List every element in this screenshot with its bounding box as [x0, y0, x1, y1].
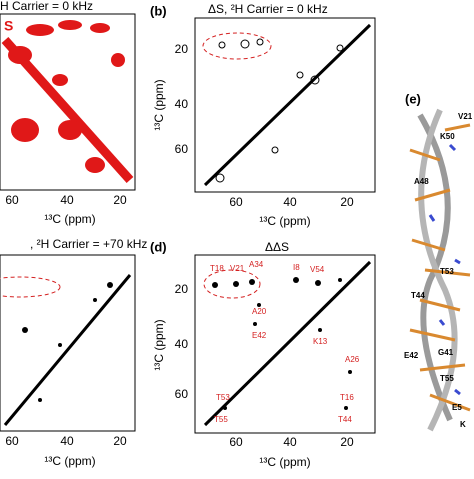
tag: S: [4, 18, 13, 34]
x-tick-label: 40: [60, 193, 74, 207]
annotation: A20: [252, 307, 267, 316]
structure: [409, 108, 471, 432]
diagonal: [3, 274, 132, 426]
x-tick-label: 40: [283, 435, 297, 449]
annotation: V21: [458, 112, 473, 121]
annotation: K: [460, 420, 466, 429]
y-label: ¹³C (ppm): [152, 319, 166, 370]
annotation: T16: [340, 393, 354, 402]
diagonal: [1, 37, 134, 183]
y-tick-label: 20: [175, 42, 189, 56]
x-tick-label: 40: [283, 195, 297, 209]
annotation: A48: [414, 177, 429, 186]
highlight: [202, 32, 272, 60]
frame: [194, 254, 376, 434]
panel-b: (b) ΔS, ²H Carrier = 0 kHz 20 40 60 ¹³C …: [150, 2, 376, 228]
x-label: ¹³C (ppm): [44, 454, 95, 468]
x-label: ¹³C (ppm): [259, 455, 310, 469]
annotation: T18: [210, 264, 224, 273]
annotation: V21: [230, 264, 245, 273]
panel-e: (e) V21 K50 A48 T44 T53 E42 G41 T55 E5 K: [404, 91, 473, 432]
panel-label: (b): [150, 3, 167, 18]
x-tick-label: 60: [229, 435, 243, 449]
y-label: ¹³C (ppm): [152, 79, 166, 130]
panel-title: , ²H Carrier = +70 kHz: [30, 237, 147, 251]
annotation: E42: [404, 351, 419, 360]
panel-label: (e): [405, 91, 421, 106]
panel-label: (d): [150, 239, 167, 254]
annotation: T44: [338, 415, 352, 424]
annotation: T53: [216, 393, 230, 402]
y-tick-label: 40: [175, 337, 189, 351]
frame: [0, 254, 136, 432]
panel-c: , ²H Carrier = +70 kHz 60 40 20 ¹³C (ppm…: [0, 237, 147, 468]
y-tick-label: 20: [175, 282, 189, 296]
diagonal: [203, 23, 372, 187]
x-label: ¹³C (ppm): [44, 212, 95, 226]
peaks: [22, 282, 113, 402]
panel-title: H Carrier = 0 kHz: [0, 0, 93, 13]
annotation: T53: [440, 267, 454, 276]
annotation: V54: [310, 265, 325, 274]
x-tick-label: 20: [340, 195, 354, 209]
annotation: K50: [440, 132, 455, 141]
annotation: E5: [452, 403, 462, 412]
x-tick-label: 20: [113, 193, 127, 207]
peaks: [212, 277, 352, 410]
annotation: T55: [214, 415, 228, 424]
panel-a: H Carrier = 0 kHz S 60 40 20 ¹³C (ppm): [0, 0, 136, 226]
annotation: T55: [440, 374, 454, 383]
x-label: ¹³C (ppm): [259, 214, 310, 228]
panel-d: (d) ΔΔS 20 40 60 ¹³C (ppm) T18 V21 A34 I…: [150, 239, 376, 469]
peaks: [8, 20, 125, 173]
x-tick-label: 20: [113, 434, 127, 448]
panel-title: ΔΔS: [265, 240, 289, 254]
frame: [0, 13, 136, 191]
annotation: A34: [249, 260, 264, 269]
x-tick-label: 20: [340, 435, 354, 449]
peaks: [215, 38, 344, 183]
annotation: E42: [252, 331, 267, 340]
panel-title: ΔS, ²H Carrier = 0 kHz: [208, 2, 328, 16]
x-tick-label: 40: [60, 434, 74, 448]
diagonal: [203, 260, 372, 427]
highlight: [203, 269, 261, 299]
y-tick-label: 60: [175, 142, 189, 156]
y-tick-label: 60: [175, 387, 189, 401]
x-tick-label: 60: [5, 434, 19, 448]
highlight: [0, 276, 61, 298]
annotation: A26: [345, 355, 360, 364]
frame: [194, 17, 376, 193]
annotation: I8: [293, 263, 300, 272]
annotation: K13: [313, 337, 328, 346]
y-tick-label: 40: [175, 97, 189, 111]
annotation: G41: [438, 348, 454, 357]
x-tick-label: 60: [5, 193, 19, 207]
annotation: T44: [411, 291, 425, 300]
x-tick-label: 60: [229, 195, 243, 209]
